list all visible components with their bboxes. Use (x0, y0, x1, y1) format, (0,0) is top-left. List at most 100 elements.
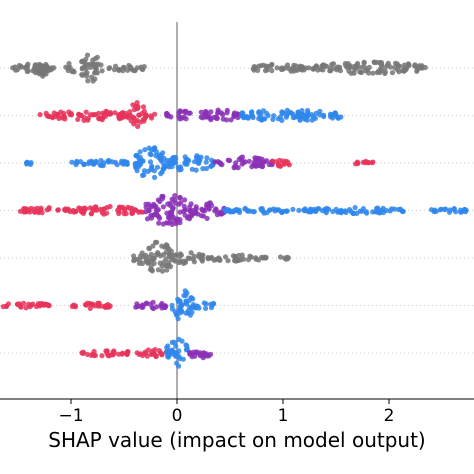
shap-point (114, 162, 120, 168)
shap-point (159, 243, 165, 249)
shap-point (174, 351, 180, 357)
shap-point (183, 298, 189, 304)
shap-point (73, 162, 79, 168)
shap-point (90, 61, 96, 67)
shap-point (83, 56, 89, 62)
shap-point (32, 70, 39, 76)
shap-point (116, 204, 122, 210)
shap-point (162, 304, 168, 310)
shap-point (414, 68, 420, 74)
shap-point (85, 117, 91, 123)
shap-point (279, 209, 285, 215)
shap-point (183, 161, 189, 167)
shap-point (355, 160, 361, 166)
shap-point (133, 153, 139, 159)
shap-point (147, 266, 153, 272)
shap-point (107, 111, 114, 117)
shap-point (147, 151, 153, 157)
shap-point (173, 217, 179, 223)
shap-point (362, 64, 368, 70)
shap-point (295, 109, 301, 115)
shap-point (39, 301, 45, 307)
shap-point (242, 159, 248, 165)
shap-point (227, 157, 233, 164)
shap-point (277, 163, 283, 169)
shap-point (352, 205, 358, 211)
shap-point (185, 310, 191, 316)
shap-point (24, 68, 30, 75)
shap-point (39, 210, 45, 216)
shap-point (223, 208, 229, 214)
shap-point (215, 110, 221, 116)
x-tick-label: 0 (172, 406, 183, 426)
shap-point (176, 259, 182, 266)
shap-point (380, 205, 386, 211)
shap-point (151, 351, 157, 357)
shap-point (32, 62, 39, 68)
shap-point (144, 216, 151, 222)
shap-point (111, 350, 117, 356)
shap-point (146, 246, 152, 252)
shap-point (167, 200, 173, 206)
shap-point (152, 212, 158, 218)
shap-point (377, 69, 383, 76)
shap-point (127, 205, 133, 211)
shap-point (84, 52, 91, 58)
shap-point (330, 208, 336, 215)
shap-point (79, 350, 85, 356)
shap-point (274, 207, 280, 213)
shap-point (238, 257, 244, 263)
shap-point (248, 254, 254, 260)
shap-point (106, 353, 112, 359)
shap-point (69, 68, 75, 75)
shap-point (119, 351, 125, 357)
shap-point (203, 109, 210, 115)
shap-point (65, 206, 71, 212)
shap-point (189, 166, 195, 172)
shap-point (269, 61, 275, 67)
shap-point (179, 309, 185, 315)
shap-point (61, 113, 67, 119)
shap-point (172, 156, 178, 162)
shap-point (104, 210, 110, 216)
shap-point (209, 202, 215, 208)
shap-point (145, 347, 151, 353)
shap-point (133, 164, 139, 170)
shap-point (217, 257, 223, 263)
shap-point (107, 203, 113, 210)
shap-point (317, 112, 323, 118)
shap-point (231, 114, 237, 120)
shap-point (18, 63, 24, 70)
shap-point (169, 256, 175, 262)
shap-point (3, 303, 9, 309)
shap-point (284, 107, 290, 113)
shap-point (88, 160, 95, 166)
shap-point (171, 339, 178, 345)
shap-point (203, 159, 209, 165)
shap-point (203, 165, 210, 172)
shap-point (204, 215, 210, 221)
shap-point (210, 300, 217, 307)
shap-point (142, 350, 148, 356)
shap-point (26, 301, 32, 307)
shap-point (208, 109, 214, 115)
shap-point (199, 258, 205, 264)
shap-point (224, 107, 230, 113)
x-tick-label: 1 (278, 406, 289, 426)
shap-point (143, 301, 149, 307)
shap-point (21, 300, 27, 306)
shap-point (181, 292, 187, 299)
shap-point (168, 248, 174, 254)
shap-point (43, 63, 49, 69)
shap-point (204, 203, 210, 209)
shap-point (347, 63, 353, 69)
shap-point (70, 207, 76, 214)
shap-point (178, 166, 184, 173)
shap-point (205, 255, 211, 261)
shap-point (58, 109, 64, 115)
shap-point (208, 305, 215, 311)
shap-point (297, 116, 303, 122)
shap-point (93, 204, 99, 210)
shap-point (179, 302, 185, 308)
shap-point (153, 207, 159, 213)
